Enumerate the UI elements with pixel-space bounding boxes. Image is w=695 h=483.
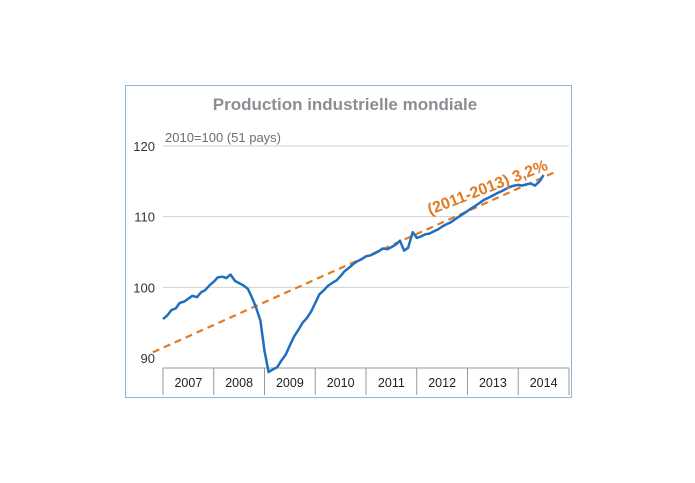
x-tick-label: 2010 bbox=[327, 376, 355, 390]
y-tick-label: 90 bbox=[141, 351, 155, 366]
y-axis-ticks: 90 100 110 120 bbox=[133, 139, 155, 366]
y-tick-label: 100 bbox=[133, 280, 155, 295]
x-tick-label: 2011 bbox=[378, 376, 405, 390]
chart-subtitle: 2010=100 (51 pays) bbox=[165, 130, 281, 145]
x-tick-label: 2012 bbox=[428, 376, 456, 390]
industrial-production-line bbox=[162, 174, 545, 374]
x-tick-label: 2009 bbox=[276, 376, 304, 390]
x-axis: 2007 2008 2009 2010 2011 2012 2013 2014 bbox=[162, 367, 570, 395]
x-tick-label: 2014 bbox=[530, 376, 558, 390]
y-tick-label: 120 bbox=[133, 139, 155, 154]
x-tick-label: 2013 bbox=[479, 376, 507, 390]
chart-frame bbox=[125, 85, 572, 398]
gridlines bbox=[163, 145, 569, 288]
chart-title: Production industrielle mondiale bbox=[213, 95, 477, 114]
trend-annotation: (2011-2013) 3,2% bbox=[425, 157, 550, 218]
y-tick-label: 110 bbox=[134, 210, 155, 225]
x-tick-label: 2007 bbox=[174, 376, 202, 390]
x-tick-label: 2008 bbox=[225, 376, 253, 390]
